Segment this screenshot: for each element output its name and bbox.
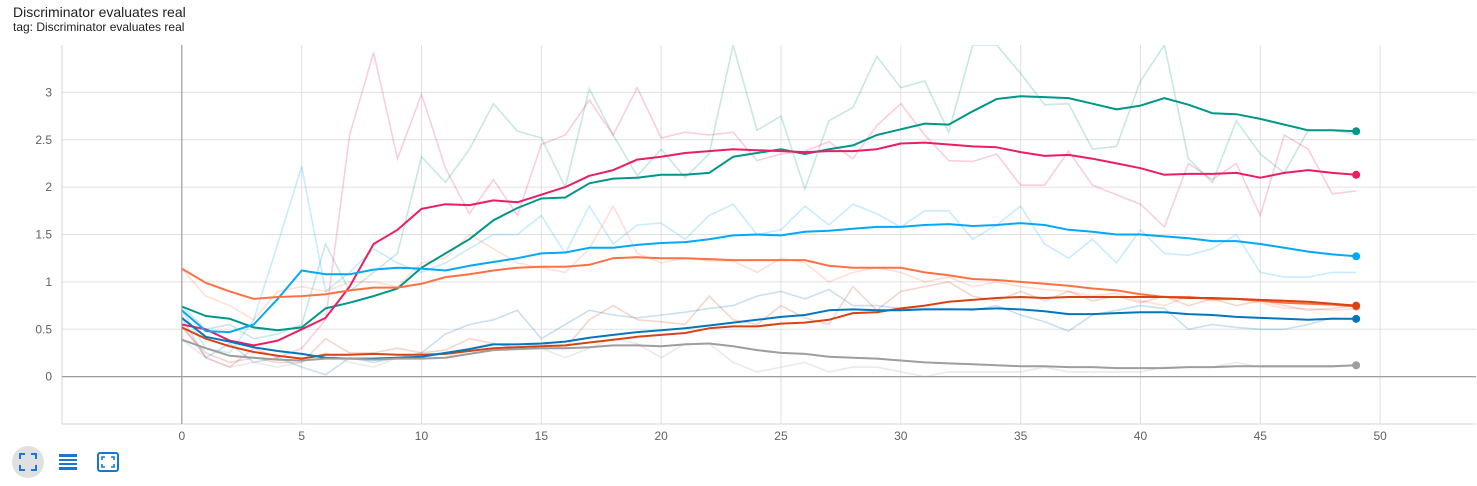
y-tick-label: 3 [45, 85, 52, 99]
x-tick-label: 5 [298, 429, 305, 440]
line-chart[interactable]: 0 5 10 15 20 25 30 35 40 45 50 0 0.5 1 1.5 2 2.5 3 [0, 0, 1477, 440]
series-line-1 [181, 141, 1357, 347]
raw-series-line-5 [181, 288, 1357, 376]
y-tick-label: 2.5 [35, 133, 52, 147]
x-tick-label: 45 [1254, 429, 1268, 440]
raw-series-line-0 [181, 45, 1357, 340]
fit-domain-icon [18, 452, 38, 472]
series-line-0 [181, 95, 1357, 332]
y-tick-label: 0.5 [35, 322, 52, 336]
series-line-4 [181, 296, 1357, 360]
expand-chart-icon [96, 451, 120, 473]
series-end-point-0 [1352, 127, 1361, 136]
series-end-point-1 [1352, 170, 1361, 179]
series-line-2 [181, 222, 1357, 334]
x-tick-label: 15 [535, 429, 549, 440]
series-end-point-2 [1352, 252, 1361, 261]
raw-series-layer [181, 45, 1357, 378]
series-end-point-4 [1352, 301, 1361, 310]
chart-title: Discriminator evaluates real [13, 4, 186, 20]
x-tick-label: 40 [1134, 429, 1148, 440]
x-tick-label: 30 [894, 429, 908, 440]
expand-chart-button[interactable] [92, 446, 124, 478]
y-tick-label: 2 [45, 180, 52, 194]
raw-series-line-2 [181, 166, 1357, 354]
x-tick-label: 50 [1373, 429, 1387, 440]
raw-series-line-1 [181, 52, 1357, 369]
fit-domain-button[interactable] [12, 446, 44, 478]
x-tick-label: 25 [774, 429, 788, 440]
series-endpoints [1352, 127, 1361, 370]
chart-toolbar [12, 446, 124, 478]
x-tick-label: 10 [415, 429, 429, 440]
series-end-point-5 [1352, 314, 1361, 323]
chart-tag: tag: Discriminator evaluates real [13, 20, 185, 34]
smoothed-series-layer [181, 95, 1357, 370]
y-tick-label: 1 [45, 275, 52, 289]
y-tick-label: 1.5 [35, 228, 52, 242]
axes [61, 45, 1476, 425]
tick-labels: 0 5 10 15 20 25 30 35 40 45 50 0 0.5 1 1.5 2 2.5 3 [35, 85, 1387, 440]
raw-series-line-3 [181, 204, 1357, 321]
toggle-log-scale-button[interactable] [52, 446, 84, 478]
x-tick-label: 0 [178, 429, 185, 440]
x-tick-label: 20 [654, 429, 668, 440]
toggle-log-scale-icon [57, 451, 79, 473]
x-tick-label: 35 [1014, 429, 1028, 440]
series-line-6 [181, 338, 1357, 370]
y-tick-label: 0 [45, 370, 52, 384]
series-end-point-6 [1352, 361, 1361, 370]
